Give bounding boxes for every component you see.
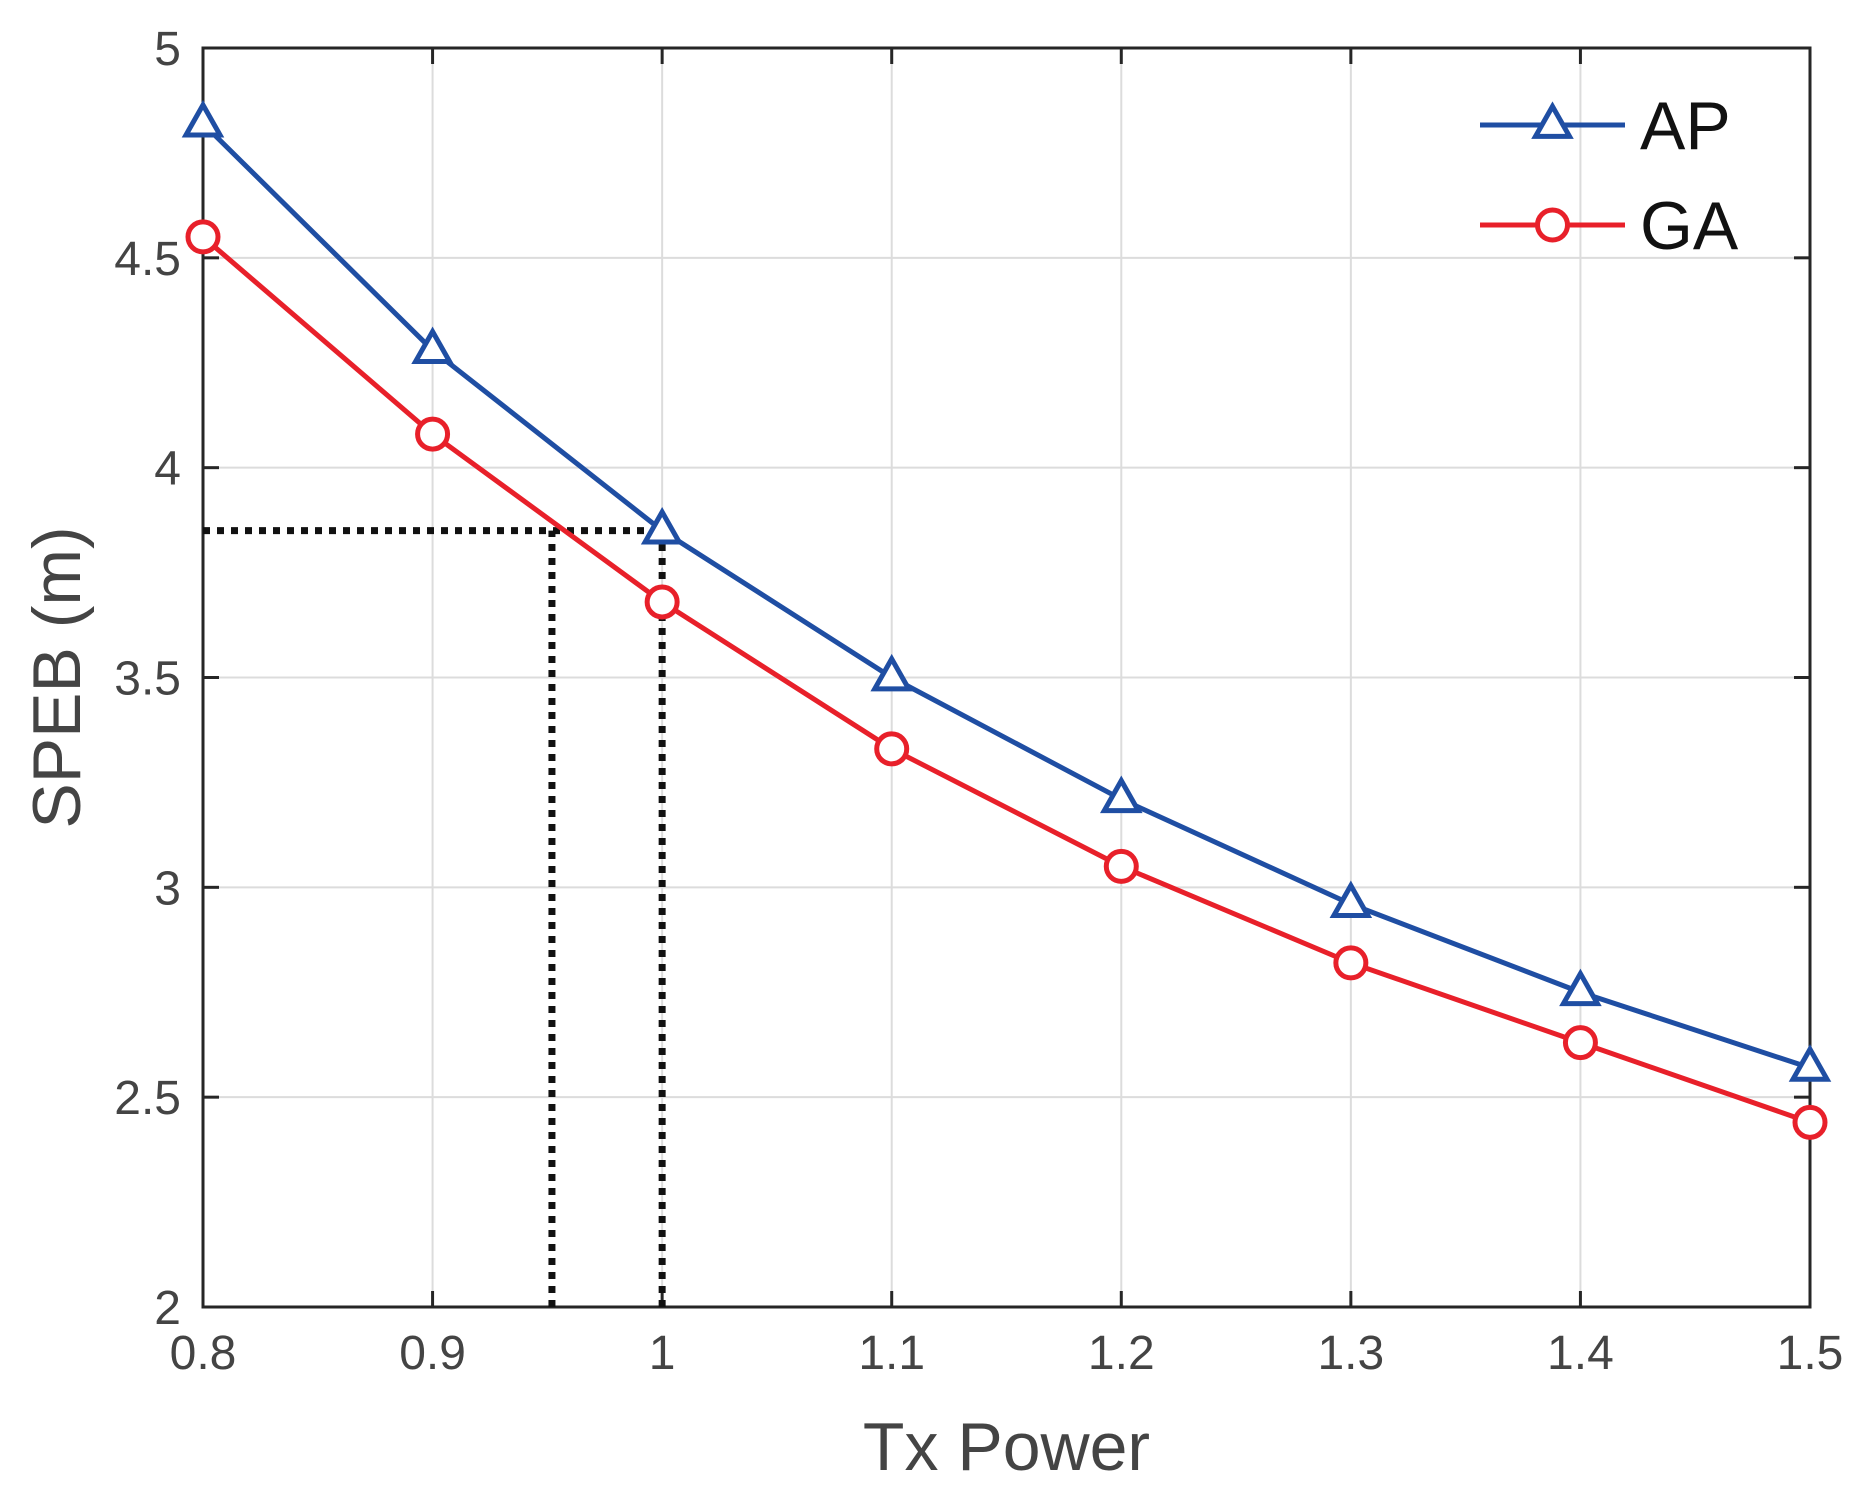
y-tick-label: 5	[154, 23, 181, 76]
series-ap	[181, 99, 1832, 1082]
y-tick-label: 3	[154, 862, 181, 915]
grid	[202, 47, 1811, 1308]
data-point-ga	[415, 416, 451, 452]
data-point-ga	[874, 731, 910, 767]
series-ga	[185, 219, 1828, 1140]
series	[181, 99, 1832, 1140]
x-tick-label: 1.2	[1088, 1327, 1155, 1380]
data-point-ga	[1562, 1025, 1598, 1061]
data-point-ga	[644, 584, 680, 620]
x-axis-title: Tx Power	[863, 1409, 1150, 1485]
data-point-ap	[181, 99, 225, 138]
data-point-ap	[1329, 880, 1373, 919]
legend: AP GA	[1480, 88, 1739, 264]
series-line-ga	[201, 234, 1811, 1125]
y-tick-label: 2.5	[114, 1072, 181, 1125]
y-tick-label: 4.5	[114, 233, 181, 286]
x-tick-label: 1.3	[1317, 1327, 1384, 1380]
data-point-ga	[185, 219, 221, 255]
legend-entry-ap: AP	[1480, 88, 1731, 164]
series-line-ap	[201, 121, 1811, 1071]
x-tick-label: 1.5	[1777, 1327, 1844, 1380]
x-tick-label: 0.9	[399, 1327, 466, 1380]
data-point-ap	[411, 326, 454, 365]
y-tick-label: 2	[154, 1282, 181, 1335]
legend-label-ga: GA	[1640, 188, 1739, 264]
y-tick-label: 4	[154, 443, 181, 496]
legend-entry-ga: GA	[1480, 188, 1739, 264]
data-point-ap	[870, 653, 914, 692]
data-point-ga	[1792, 1104, 1828, 1140]
y-tick-label: 3.5	[114, 653, 181, 706]
x-tick-label: 1.4	[1547, 1327, 1614, 1380]
legend-marker-ap	[1531, 101, 1574, 139]
data-point-ga	[1333, 945, 1369, 981]
reference-lines	[203, 527, 666, 1307]
y-axis-title: SPEB (m)	[19, 526, 95, 828]
x-tick-label: 1.1	[858, 1327, 925, 1380]
legend-label-ap: AP	[1640, 88, 1731, 164]
data-point-ap	[1559, 968, 1602, 1007]
x-tick-label: 0.8	[170, 1327, 237, 1380]
data-point-ap	[1788, 1044, 1832, 1082]
data-point-ap	[1099, 775, 1143, 814]
axis-ticks: 0.8 0.9 1 1.1 1.2 1.3 1.4 1.5 2 2.5 3 3.5 4 4.5 5	[114, 23, 1843, 1380]
data-point-ga	[1103, 848, 1139, 884]
x-tick-label: 1	[649, 1327, 676, 1380]
data-point-ap	[640, 506, 684, 545]
legend-marker-ga	[1535, 207, 1570, 243]
